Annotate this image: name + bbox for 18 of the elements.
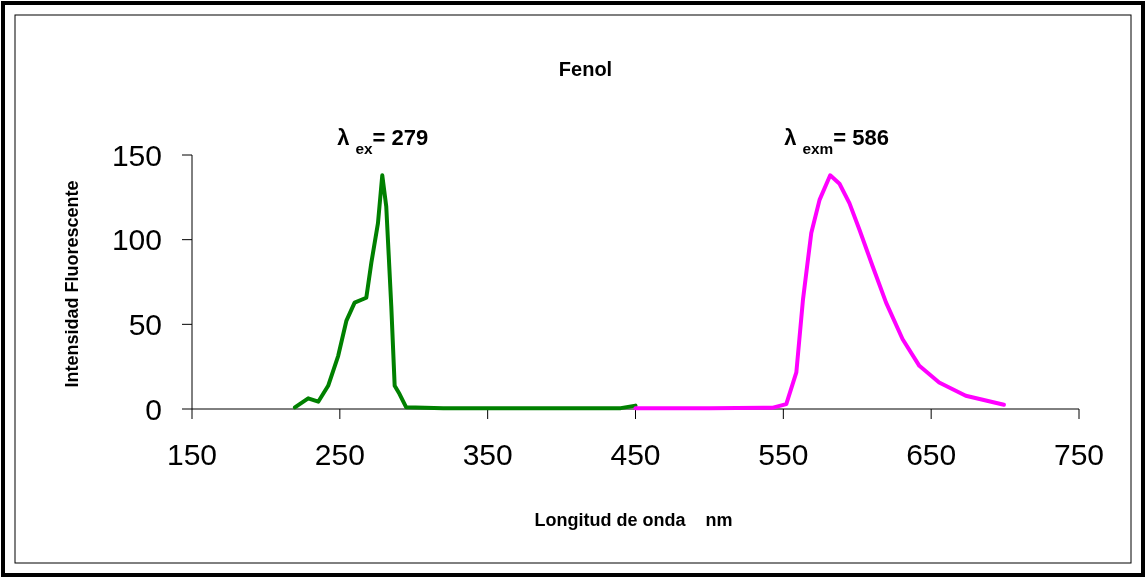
y-tick-label: 0 <box>145 392 162 426</box>
x-tick-label: 750 <box>1053 438 1105 471</box>
annotation: λ $_{ex}$= 279 <box>337 125 429 157</box>
y-axis-title: Intensidad Fluorescente <box>62 180 82 388</box>
y-tick-label: 150 <box>111 138 162 172</box>
annotation: λ $_{exm}$= 586 <box>784 125 889 157</box>
x-tick-label: 250 <box>314 438 365 471</box>
x-tick-label: 150 <box>166 438 218 471</box>
x-tick-label: 550 <box>758 438 809 471</box>
y-tick-label: 100 <box>111 223 162 257</box>
x-tick-label: 650 <box>906 438 957 471</box>
x-tick-label: 350 <box>462 438 513 471</box>
x-axis-title: Longitud de onda nm <box>534 510 733 530</box>
line-series <box>633 173 1006 411</box>
x-tick-label: 450 <box>610 438 661 471</box>
chart-title: Fenol <box>558 58 613 80</box>
line-series <box>292 173 638 411</box>
y-tick-label: 50 <box>128 307 162 341</box>
